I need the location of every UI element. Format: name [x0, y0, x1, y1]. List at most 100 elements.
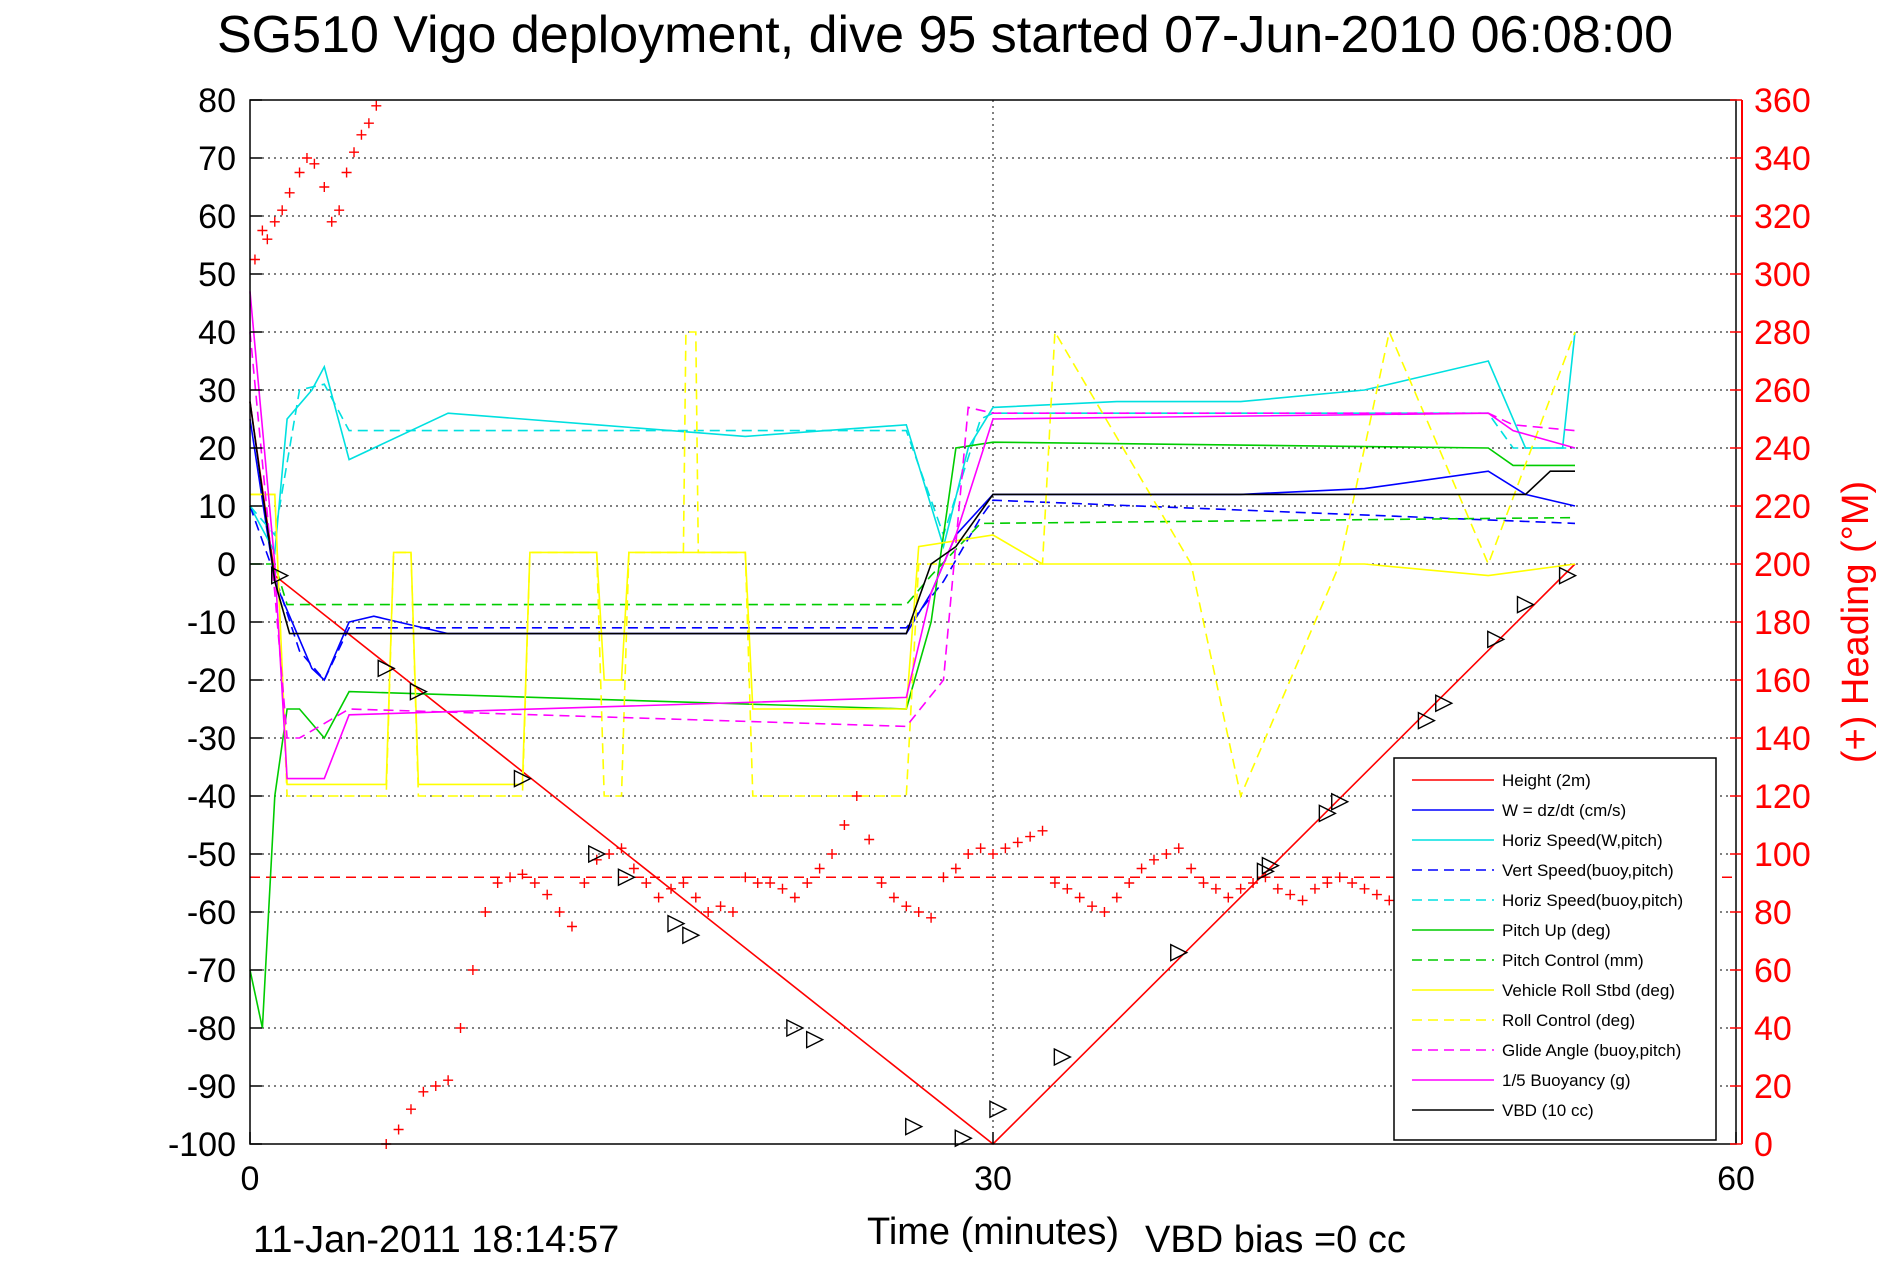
heading-point	[975, 843, 986, 854]
y2-tick-label: 100	[1754, 836, 1811, 874]
y2-tick-label: 280	[1754, 314, 1811, 352]
triangle-marker	[377, 659, 396, 678]
legend-label: W = dz/dt (cm/s)	[1502, 801, 1626, 820]
heading-point	[1124, 878, 1135, 888]
heading-point	[326, 216, 337, 227]
legend: Height (2m) W = dz/dt (cm/s) Horiz Speed(W…	[1393, 757, 1717, 1141]
heading-point	[963, 849, 974, 859]
y-tick-label: 80	[198, 82, 236, 120]
heading-point	[1049, 878, 1060, 888]
heading-point	[269, 216, 280, 227]
triangle-marker	[1053, 1047, 1072, 1067]
heading-point	[926, 912, 937, 923]
triangle-marker	[682, 926, 701, 945]
triangle-marker	[1487, 630, 1506, 649]
y-tick-label: -20	[187, 662, 236, 700]
heading-point	[913, 907, 924, 917]
triangle-marker	[667, 914, 686, 933]
heading-point	[827, 849, 838, 859]
y-tick-label: -100	[168, 1126, 236, 1164]
heading-point	[876, 878, 887, 888]
y2-tick-label: 320	[1754, 198, 1811, 236]
heading-point	[284, 187, 295, 198]
legend-label: Roll Control (deg)	[1502, 1011, 1635, 1030]
series-line-10	[249, 291, 1576, 780]
heading-point	[319, 182, 330, 192]
x-tick-label: 0	[241, 1160, 260, 1198]
footer-vbd-bias: VBD bias =0 cc	[1145, 1219, 1406, 1261]
triangle-marker	[271, 566, 290, 585]
triangle-marker	[1558, 566, 1578, 585]
triangle-marker	[617, 868, 637, 887]
triangle-marker	[905, 1117, 924, 1136]
legend-label: Vert Speed(buoy,pitch)	[1502, 861, 1674, 880]
heading-point	[752, 878, 763, 888]
triangle-marker	[588, 844, 607, 864]
y-tick-label: -60	[187, 894, 236, 932]
triangle-marker	[1417, 711, 1436, 730]
heading-point	[938, 872, 949, 883]
legend-label: Vehicle Roll Stbd (deg)	[1502, 981, 1675, 1000]
y-tick-label: -90	[187, 1068, 236, 1106]
triangle-marker	[1261, 856, 1280, 875]
heading-point	[851, 791, 862, 801]
y2-tick-label: 0	[1754, 1126, 1773, 1164]
heading-point	[566, 921, 577, 932]
heading-point	[455, 1023, 466, 1033]
heading-point	[492, 878, 503, 888]
heading-point	[1148, 854, 1159, 865]
heading-point	[1297, 895, 1308, 906]
heading-point	[641, 878, 652, 888]
y2-tick-label: 60	[1754, 952, 1792, 990]
heading-point	[1359, 883, 1370, 894]
heading-point	[418, 1086, 429, 1097]
heading-point	[1099, 907, 1110, 917]
legend-label: 1/5 Buoyancy (g)	[1502, 1071, 1631, 1090]
triangle-marker	[513, 769, 532, 788]
heading-point	[1248, 878, 1259, 888]
x-tick-label: 60	[1717, 1160, 1755, 1198]
y-tick-label: -10	[187, 604, 236, 642]
y2-tick-label: 40	[1754, 1010, 1792, 1048]
heading-point	[1371, 889, 1382, 900]
heading-point	[363, 118, 374, 129]
y2-tick-label: 140	[1754, 720, 1811, 758]
heading-point	[349, 147, 360, 158]
y2-tick-label: 260	[1754, 372, 1811, 410]
heading-point	[802, 878, 813, 888]
heading-point	[1037, 825, 1048, 836]
y-tick-label: 10	[198, 488, 236, 526]
heading-point	[1000, 843, 1011, 854]
right-axis-label: (+) Heading (°M)	[1835, 481, 1877, 763]
heading-point	[703, 907, 714, 917]
legend-box	[1393, 757, 1717, 1141]
heading-point	[628, 863, 639, 874]
y2-tick-label: 340	[1754, 140, 1811, 178]
heading-point	[789, 892, 800, 903]
heading-point	[653, 892, 664, 903]
heading-point	[678, 878, 689, 888]
heading-point	[262, 234, 273, 245]
heading-point	[988, 849, 998, 859]
heading-point	[690, 892, 701, 903]
heading-point	[839, 820, 850, 830]
heading-point	[765, 878, 776, 888]
heading-point	[301, 153, 312, 163]
legend-label: Horiz Speed(W,pitch)	[1502, 831, 1663, 850]
y-tick-label: -80	[187, 1010, 236, 1048]
chart-title: SG510 Vigo deployment, dive 95 started 0…	[217, 6, 1673, 64]
y-tick-label: -40	[187, 778, 236, 816]
heading-point	[1025, 831, 1036, 842]
heading-point	[1210, 883, 1221, 894]
y-tick-label: -30	[187, 720, 236, 758]
heading-point	[1136, 863, 1147, 874]
heading-point	[1186, 863, 1197, 874]
triangle-marker	[805, 1030, 825, 1049]
legend-label: Height (2m)	[1502, 771, 1591, 790]
heading-point	[1322, 878, 1333, 888]
triangle-marker	[1318, 804, 1337, 823]
triangle-marker	[1516, 595, 1536, 614]
y-tick-label: 40	[198, 314, 236, 352]
heading-point	[616, 843, 627, 854]
y2-tick-label: 160	[1754, 662, 1811, 700]
